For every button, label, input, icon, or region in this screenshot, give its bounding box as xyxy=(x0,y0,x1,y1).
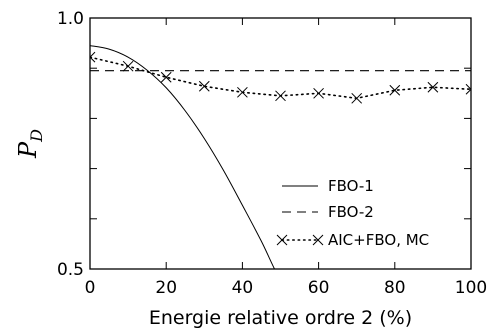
plot-area xyxy=(90,45,471,269)
x-tick-label: 100 xyxy=(455,278,487,298)
series-1 xyxy=(90,45,276,269)
data-point-marker xyxy=(90,51,96,63)
data-point-marker xyxy=(237,86,248,98)
series-line-3 xyxy=(90,56,471,100)
data-point-marker xyxy=(465,83,471,95)
tick-labels: 0 20 40 60 80 100 1.0 0.5 xyxy=(57,9,487,298)
legend-marker xyxy=(276,234,288,246)
axis-ticks xyxy=(89,17,472,270)
x-tick-label: 60 xyxy=(308,278,330,298)
axes-frame xyxy=(89,17,472,270)
legend-label: AIC+FBO, MC xyxy=(328,231,429,249)
data-point-marker xyxy=(313,87,324,99)
legend-item: FBO-2 xyxy=(282,203,374,221)
series-3 xyxy=(90,51,471,104)
x-tick-label: 80 xyxy=(384,278,406,298)
y-tick-label: 1.0 xyxy=(57,9,84,29)
data-point-marker xyxy=(389,84,401,96)
data-point-marker xyxy=(122,60,134,72)
y-axis-label: PD xyxy=(14,129,46,159)
series-line-fbo-1 xyxy=(90,45,276,269)
legend-item: AIC+FBO, MC xyxy=(276,231,429,249)
data-point-marker xyxy=(351,92,363,104)
y-axis-label-main: P xyxy=(14,141,42,159)
legend: FBO-1 FBO-2 AIC+FBO, MC xyxy=(276,177,429,249)
y-tick-label: 0.5 xyxy=(57,260,84,280)
x-tick-label: 0 xyxy=(85,278,96,298)
legend-marker xyxy=(312,234,324,246)
data-point-marker xyxy=(160,71,172,83)
data-point-marker xyxy=(427,81,439,93)
x-tick-label: 20 xyxy=(155,278,177,298)
legend-item: FBO-1 xyxy=(282,177,374,195)
legend-label: FBO-1 xyxy=(328,177,374,195)
y-axis-label-sub: D xyxy=(27,129,46,143)
data-point-marker xyxy=(198,80,210,92)
x-axis-label: Energie relative ordre 2 (%) xyxy=(149,307,412,329)
data-point-marker xyxy=(275,90,286,102)
legend-label: FBO-2 xyxy=(328,203,374,221)
x-tick-label: 40 xyxy=(232,278,254,298)
